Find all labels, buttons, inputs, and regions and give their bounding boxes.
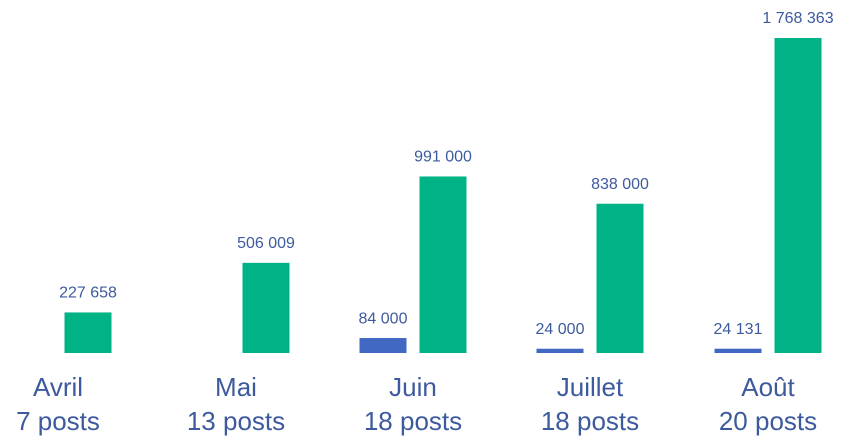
value-label: 991 000	[414, 149, 472, 166]
value-label: 24 131	[714, 321, 763, 338]
category-label: Juin	[389, 372, 437, 402]
value-label: 1 768 363	[762, 10, 833, 27]
category-sublabel: 13 posts	[187, 406, 285, 436]
bar	[596, 203, 644, 353]
category-label: Mai	[215, 372, 257, 402]
value-label: 838 000	[591, 176, 649, 193]
bar	[359, 338, 407, 353]
value-label: 84 000	[359, 310, 408, 327]
bar	[714, 348, 762, 353]
bar	[774, 38, 822, 353]
category-sublabel: 18 posts	[541, 406, 639, 436]
bar	[419, 176, 467, 353]
bar	[64, 312, 112, 353]
category-label: Juillet	[557, 372, 624, 402]
value-label: 506 009	[237, 235, 295, 252]
value-label: 24 000	[536, 321, 585, 338]
category-sublabel: 18 posts	[364, 406, 462, 436]
category-label: Août	[741, 372, 795, 402]
bar	[536, 348, 584, 353]
bar	[242, 262, 290, 353]
category-label: Avril	[33, 372, 83, 402]
value-label: 227 658	[59, 285, 117, 302]
category-sublabel: 7 posts	[16, 406, 100, 436]
category-sublabel: 20 posts	[719, 406, 817, 436]
